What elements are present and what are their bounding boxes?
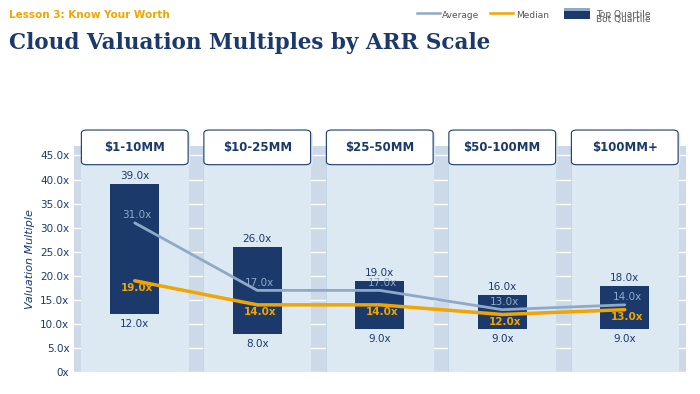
- Text: Top Quartile: Top Quartile: [596, 10, 650, 19]
- Text: 14.0x: 14.0x: [244, 307, 276, 317]
- Text: 9.0x: 9.0x: [491, 334, 514, 344]
- Bar: [449, 146, 556, 372]
- Text: $50-100MM: $50-100MM: [463, 141, 541, 154]
- Text: 12.0x: 12.0x: [489, 317, 521, 327]
- Text: $25-50MM: $25-50MM: [345, 141, 414, 154]
- Text: 16.0x: 16.0x: [488, 282, 517, 292]
- Text: Bot Quartile: Bot Quartile: [596, 15, 650, 24]
- Bar: [326, 146, 433, 372]
- Text: $1-10MM: $1-10MM: [104, 141, 165, 154]
- Text: 26.0x: 26.0x: [243, 234, 272, 244]
- Text: Cloud Valuation Multiples by ARR Scale: Cloud Valuation Multiples by ARR Scale: [9, 32, 490, 54]
- Text: 17.0x: 17.0x: [368, 278, 397, 288]
- Text: 39.0x: 39.0x: [120, 171, 149, 182]
- Bar: [111, 184, 160, 314]
- Bar: [477, 295, 526, 329]
- Text: 19.0x: 19.0x: [121, 283, 153, 293]
- Text: $10-25MM: $10-25MM: [223, 141, 292, 154]
- Text: 14.0x: 14.0x: [366, 307, 398, 317]
- Bar: [601, 286, 650, 329]
- Text: 31.0x: 31.0x: [122, 210, 152, 221]
- Text: Average: Average: [442, 11, 480, 20]
- Text: Median: Median: [516, 11, 549, 20]
- Text: 14.0x: 14.0x: [612, 292, 642, 303]
- Text: 17.0x: 17.0x: [245, 278, 274, 288]
- Text: 12.0x: 12.0x: [120, 319, 149, 329]
- Text: 13.0x: 13.0x: [611, 312, 643, 322]
- Bar: [80, 146, 188, 372]
- Bar: [355, 281, 405, 329]
- Text: 19.0x: 19.0x: [365, 268, 394, 278]
- Text: 8.0x: 8.0x: [246, 338, 269, 349]
- Text: 18.0x: 18.0x: [610, 273, 639, 282]
- Bar: [571, 146, 679, 372]
- Text: 9.0x: 9.0x: [613, 334, 636, 344]
- Text: 13.0x: 13.0x: [490, 297, 519, 307]
- Bar: [232, 247, 281, 334]
- Bar: [204, 146, 311, 372]
- Text: Lesson 3: Know Your Worth: Lesson 3: Know Your Worth: [9, 10, 170, 20]
- Text: 9.0x: 9.0x: [368, 334, 391, 344]
- Text: $100MM+: $100MM+: [592, 141, 658, 154]
- Y-axis label: Valuation Multiple: Valuation Multiple: [25, 209, 34, 309]
